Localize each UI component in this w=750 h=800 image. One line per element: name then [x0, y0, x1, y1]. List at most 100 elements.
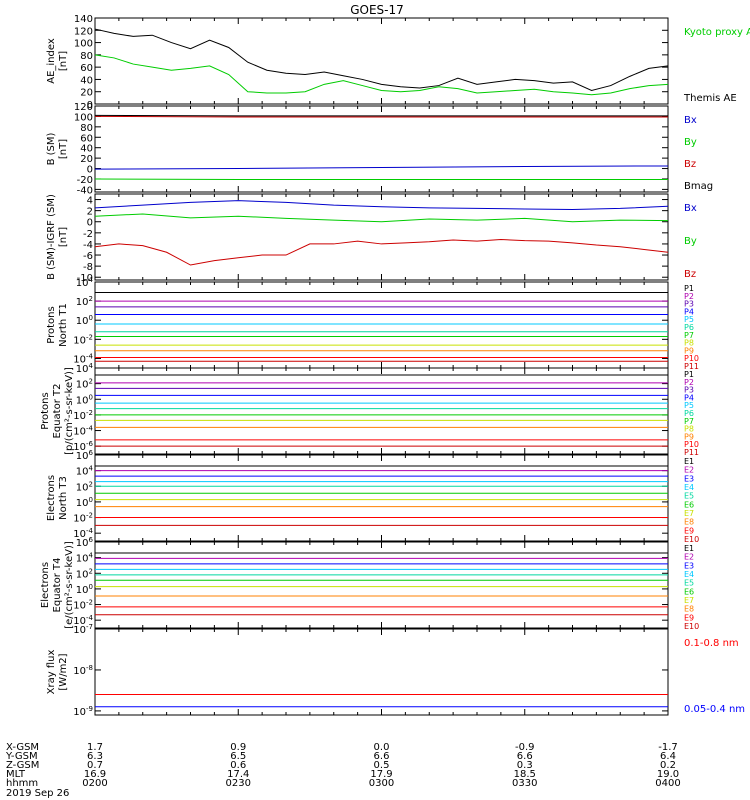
- y-tick-label: 60: [80, 63, 93, 74]
- legend-entry: P3: [684, 300, 694, 309]
- legend-entry: Bx: [684, 115, 697, 126]
- panel-frame: [94, 281, 669, 369]
- series-line: [94, 54, 669, 96]
- footer-value: 0300: [369, 778, 394, 789]
- y-tick-label: -6: [83, 251, 93, 262]
- panel-frame: [94, 17, 669, 105]
- y-axis-label: Xray flux: [46, 650, 57, 695]
- y-tick-label: 10-2: [73, 333, 93, 346]
- footer-value: 0.5: [374, 760, 390, 771]
- y-axis-label: North T3: [58, 476, 69, 520]
- y-tick-label: 80: [80, 123, 93, 134]
- legend-entry: P2: [684, 292, 694, 301]
- panel-frame: [94, 367, 669, 455]
- legend-entry: P1: [684, 284, 694, 293]
- footer-value: 0330: [512, 778, 537, 789]
- legend-entry: E4: [684, 570, 694, 579]
- legend-entry: E3: [684, 474, 694, 483]
- y-axis-label: [nT]: [58, 139, 69, 159]
- y-tick-label: -40: [77, 185, 93, 196]
- legend-entry: Bz: [684, 269, 696, 280]
- y-axis-label: [nT]: [58, 227, 69, 247]
- y-tick-label: 10-6: [73, 440, 93, 453]
- legend-entry: Bmag: [684, 181, 713, 192]
- footer-value: 17.4: [227, 769, 249, 780]
- y-tick-label: 120: [74, 26, 93, 37]
- y-tick-label: 102: [76, 567, 93, 580]
- y-tick-label: 40: [80, 75, 93, 86]
- panel-frame: [94, 628, 669, 716]
- y-tick-label: 102: [76, 378, 93, 391]
- legend-entry: E1: [684, 544, 694, 553]
- footer-value: 17.9: [370, 769, 392, 780]
- legend-entry: E9: [684, 526, 694, 535]
- y-tick-label: 10-7: [73, 623, 93, 636]
- y-tick-label: -8: [83, 262, 93, 273]
- legend-entry: P10: [684, 354, 699, 363]
- series-line: [94, 200, 669, 211]
- legend-entry: By: [684, 236, 697, 247]
- legend-entry: P3: [684, 386, 694, 395]
- legend-entry: 0.1-0.8 nm: [684, 638, 739, 649]
- footer-value: -1.7: [658, 742, 678, 753]
- footer-row-label: Z-GSM: [6, 760, 39, 771]
- series-line: [94, 114, 668, 117]
- footer-value: -0.9: [515, 742, 535, 753]
- legend-entry: By: [684, 137, 697, 148]
- y-tick-label: 10-4: [73, 614, 93, 627]
- legend-entry: P10: [684, 440, 699, 449]
- footer-value: 1.7: [87, 742, 103, 753]
- y-tick-label: 100: [76, 314, 93, 327]
- series-line: [94, 178, 668, 180]
- y-axis-label: [W/m2]: [58, 653, 69, 690]
- footer-value: 6.6: [374, 751, 390, 762]
- y-tick-label: 100: [76, 496, 93, 509]
- panel-5: 104 102 100 10-2 10-4 10-6 Protons Equator T2 [p…: [40, 362, 699, 457]
- legend-entry: E5: [684, 492, 694, 501]
- y-axis-label: B (SM): [46, 132, 57, 165]
- y-tick-label: 80: [80, 51, 93, 62]
- y-tick-label: 102: [76, 295, 93, 308]
- y-tick-label: 100: [76, 583, 93, 596]
- panel-4: 104 102 100 10-2 10-4 Protons North T1 P1P2P3P4…: [46, 276, 699, 371]
- y-tick-label: 10-2: [73, 512, 93, 525]
- y-tick-label: 10-4: [73, 352, 93, 365]
- y-axis-label: B (SM)-IGRF (SM): [46, 194, 57, 280]
- y-tick-label: 120: [74, 102, 93, 113]
- footer-value: 0230: [226, 778, 251, 789]
- legend-entry: Bz: [684, 159, 696, 170]
- legend-entry: Themis AE: [683, 93, 737, 104]
- legend-entry: 0.05-0.4 nm: [684, 704, 745, 715]
- series-line: [94, 28, 669, 92]
- y-tick-label: 100: [74, 112, 93, 123]
- y-axis-label: [e/(cm²-s-sr-keV)]: [64, 541, 75, 629]
- legend-entry: E10: [684, 622, 699, 631]
- footer-value: 0400: [655, 778, 680, 789]
- legend-entry: P7: [684, 331, 694, 340]
- y-axis-label: Equator T2: [52, 384, 63, 439]
- legend-entry: E5: [684, 579, 694, 588]
- legend-entry: P7: [684, 417, 694, 426]
- footer-value: 0.2: [660, 760, 676, 771]
- y-tick-label: 10-9: [73, 705, 93, 718]
- footer-row-label: Y-GSM: [5, 751, 38, 762]
- series-line: [94, 238, 669, 266]
- legend-entry: P2: [684, 378, 694, 387]
- legend-entry: E3: [684, 561, 694, 570]
- legend-entry: E8: [684, 605, 694, 614]
- series-line: [94, 213, 669, 223]
- y-tick-label: -20: [77, 175, 93, 186]
- legend-entry: P1: [684, 370, 694, 379]
- legend-entry: P11: [684, 362, 699, 371]
- y-tick-label: 100: [76, 393, 93, 406]
- legend-entry: P11: [684, 448, 699, 457]
- legend-entry: P8: [684, 425, 694, 434]
- legend-entry: Bx: [684, 203, 697, 214]
- legend-entry: E2: [684, 553, 694, 562]
- legend-entry: E1: [684, 457, 694, 466]
- footer-row-label: MLT: [6, 769, 26, 780]
- panel-3: 420-2-4-6-8-10 B (SM)-IGRF (SM) [nT] Bx By Bz: [46, 193, 697, 284]
